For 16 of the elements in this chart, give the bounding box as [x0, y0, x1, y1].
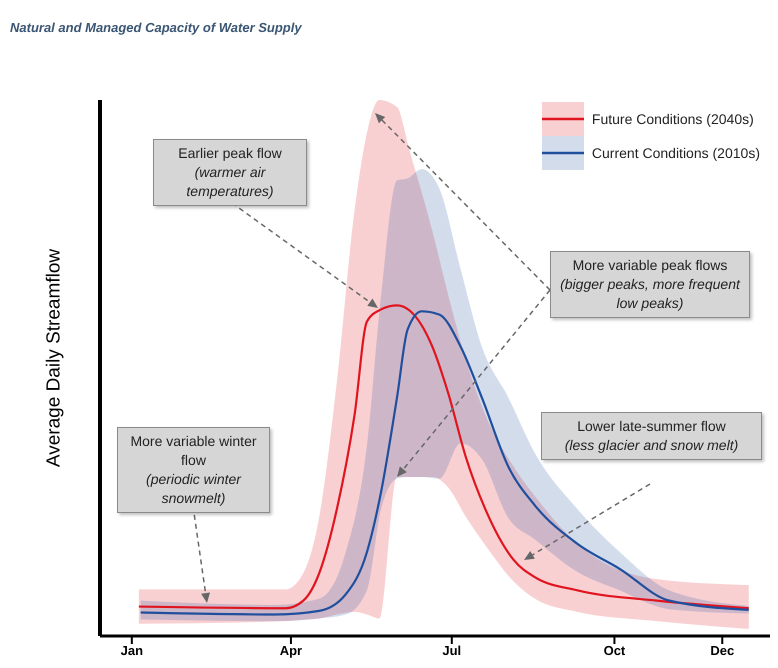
callout-box: More variable winter flow (periodic winter snowmelt): [117, 427, 270, 513]
callout-box: Earlier peak flow (warmer air temperatures): [153, 139, 307, 206]
x-tick-label: Jul: [442, 643, 462, 658]
y-axis-title: Average Daily Streamflow: [44, 248, 65, 468]
annotation: More variable winter flow (periodic winter snowmelt): [129, 432, 258, 508]
legend-label: Current Conditions (2010s): [592, 145, 760, 161]
chart-title: Natural and Managed Capacity of Water Supply: [10, 20, 302, 35]
annotation: More variable peak flows (bigger peaks, more frequent low peaks): [559, 256, 742, 313]
legend-label: Future Conditions (2040s): [592, 111, 754, 127]
callout-box: More variable peak flows (bigger peaks, more frequent low peaks): [550, 251, 750, 318]
x-tick-label: Jan: [120, 643, 144, 658]
callout-box: Lower late-summer flow (less glacier and snow melt): [541, 412, 762, 460]
annotation: Lower late-summer flow (less glacier and snow melt): [564, 417, 740, 455]
x-tick-label: Oct: [604, 643, 626, 658]
x-tick-label: Dec: [710, 643, 734, 658]
x-tick-label: Apr: [280, 643, 302, 658]
